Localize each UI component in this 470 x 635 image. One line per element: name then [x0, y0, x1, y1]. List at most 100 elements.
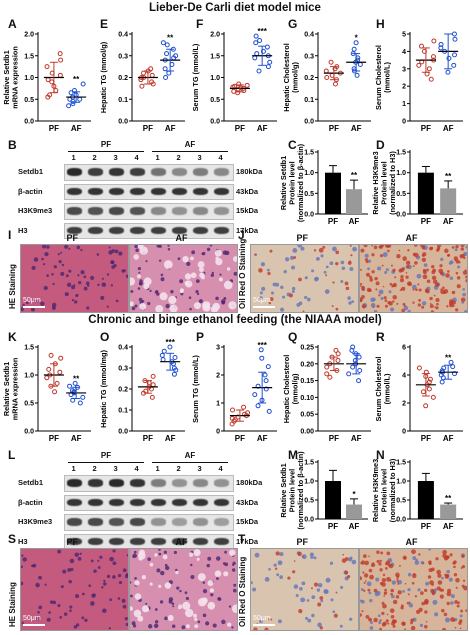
lipid-droplet: [421, 257, 427, 262]
lipid-droplet: [385, 562, 389, 566]
nucleus: [301, 554, 307, 560]
lipid-droplet: [360, 576, 363, 581]
lipid-droplet: [365, 260, 369, 264]
data-point: [452, 36, 458, 42]
nucleus: [109, 556, 114, 562]
nucleus: [465, 245, 467, 249]
nucleus: [300, 597, 306, 603]
nucleus: [51, 302, 57, 308]
nucleus: [280, 285, 284, 290]
lipid-droplet: [460, 245, 465, 248]
data-point: [241, 404, 247, 410]
lipid-droplet: [441, 627, 447, 630]
blot-band: [214, 498, 229, 506]
nucleus: [378, 289, 384, 295]
lipid-droplet: [453, 565, 456, 569]
lipid-droplet: [365, 614, 370, 619]
lipid-vacuole: [193, 302, 201, 310]
lipid-droplet: [461, 554, 465, 558]
x-tick-label: AF: [165, 124, 176, 133]
y-tick-label: 3: [402, 66, 406, 73]
panel-label-E: E: [100, 17, 109, 31]
lipid-droplet: [427, 575, 432, 579]
nucleus: [366, 581, 372, 587]
data-point: [236, 81, 242, 87]
nucleus: [106, 273, 110, 276]
data-point: [257, 38, 263, 44]
lipid-vacuole: [141, 575, 146, 580]
nucleus: [134, 577, 137, 580]
lipid-droplet: [368, 568, 373, 573]
y-tick-label: 4: [402, 373, 406, 380]
data-point: [172, 355, 178, 360]
lipid-droplet: [318, 247, 324, 253]
x-tick-label: PF: [143, 124, 153, 133]
nucleus: [221, 619, 226, 625]
y-tick-label: 1.0: [396, 170, 406, 177]
lipid-vacuole: [227, 622, 232, 627]
micrograph-image: [359, 244, 468, 313]
nucleus: [445, 617, 450, 623]
lipid-droplet: [395, 572, 400, 578]
y-axis-label: Hepatic TG (mmol/mg): [99, 350, 108, 428]
lipid-vacuole: [223, 280, 233, 290]
data-point: [231, 88, 237, 94]
lipid-vacuole: [194, 617, 198, 622]
nucleus: [446, 569, 450, 574]
panel-label-S: S: [8, 532, 17, 546]
nucleus: [347, 557, 353, 562]
blot-band: [109, 479, 124, 487]
lipid-vacuole: [130, 606, 134, 611]
nucleus: [57, 253, 60, 256]
lipid-droplet: [360, 299, 363, 303]
lipid-droplet: [424, 588, 428, 592]
nucleus: [306, 599, 310, 602]
y-tick-label: 0.15: [300, 378, 314, 385]
data-point: [356, 378, 362, 384]
lipid-vacuole: [137, 551, 146, 560]
data-point: [451, 31, 457, 37]
lipid-droplet: [404, 628, 407, 630]
y-tick-label: 0.10: [300, 395, 314, 402]
lane-number: 3: [113, 153, 118, 162]
lipid-droplet: [424, 610, 428, 614]
nucleus: [84, 618, 88, 622]
y-tick-label: 2: [402, 84, 406, 91]
data-point: [452, 371, 458, 377]
nucleus: [64, 245, 69, 249]
scale-bar: [253, 624, 275, 626]
lipid-droplet: [380, 551, 384, 555]
data-point: [452, 52, 458, 58]
nucleus: [22, 304, 25, 307]
nucleus: [233, 271, 237, 276]
blot-band: [214, 207, 229, 215]
lipid-droplet: [365, 580, 367, 582]
lipid-droplet: [313, 249, 317, 252]
nucleus: [31, 265, 36, 271]
lipid-droplet: [417, 283, 420, 286]
nucleus: [377, 266, 382, 271]
lipid-droplet: [428, 568, 433, 573]
y-tick-label: 6: [402, 345, 406, 352]
y-tick-label: 0.2: [118, 387, 128, 394]
blot-band: [88, 537, 103, 545]
nucleus: [315, 256, 320, 261]
data-point: [427, 376, 433, 382]
y-tick-label: 0.5: [304, 498, 314, 505]
nucleus: [352, 246, 357, 252]
data-point: [356, 354, 362, 360]
y-axis-label: Hepatic Cholesterol: [282, 355, 291, 424]
micrograph-image: [250, 548, 359, 631]
nucleus: [324, 289, 330, 294]
nucleus: [441, 576, 444, 580]
nucleus: [295, 593, 299, 597]
lipid-vacuole: [130, 301, 134, 307]
lipid-droplet: [436, 569, 442, 575]
lipid-droplet: [431, 275, 437, 281]
nucleus: [49, 600, 54, 604]
data-point: [335, 351, 341, 357]
y-tick-label: 0.0: [118, 119, 128, 126]
nucleus: [74, 300, 78, 304]
lipid-droplet: [292, 570, 296, 574]
lipid-droplet: [325, 274, 328, 277]
